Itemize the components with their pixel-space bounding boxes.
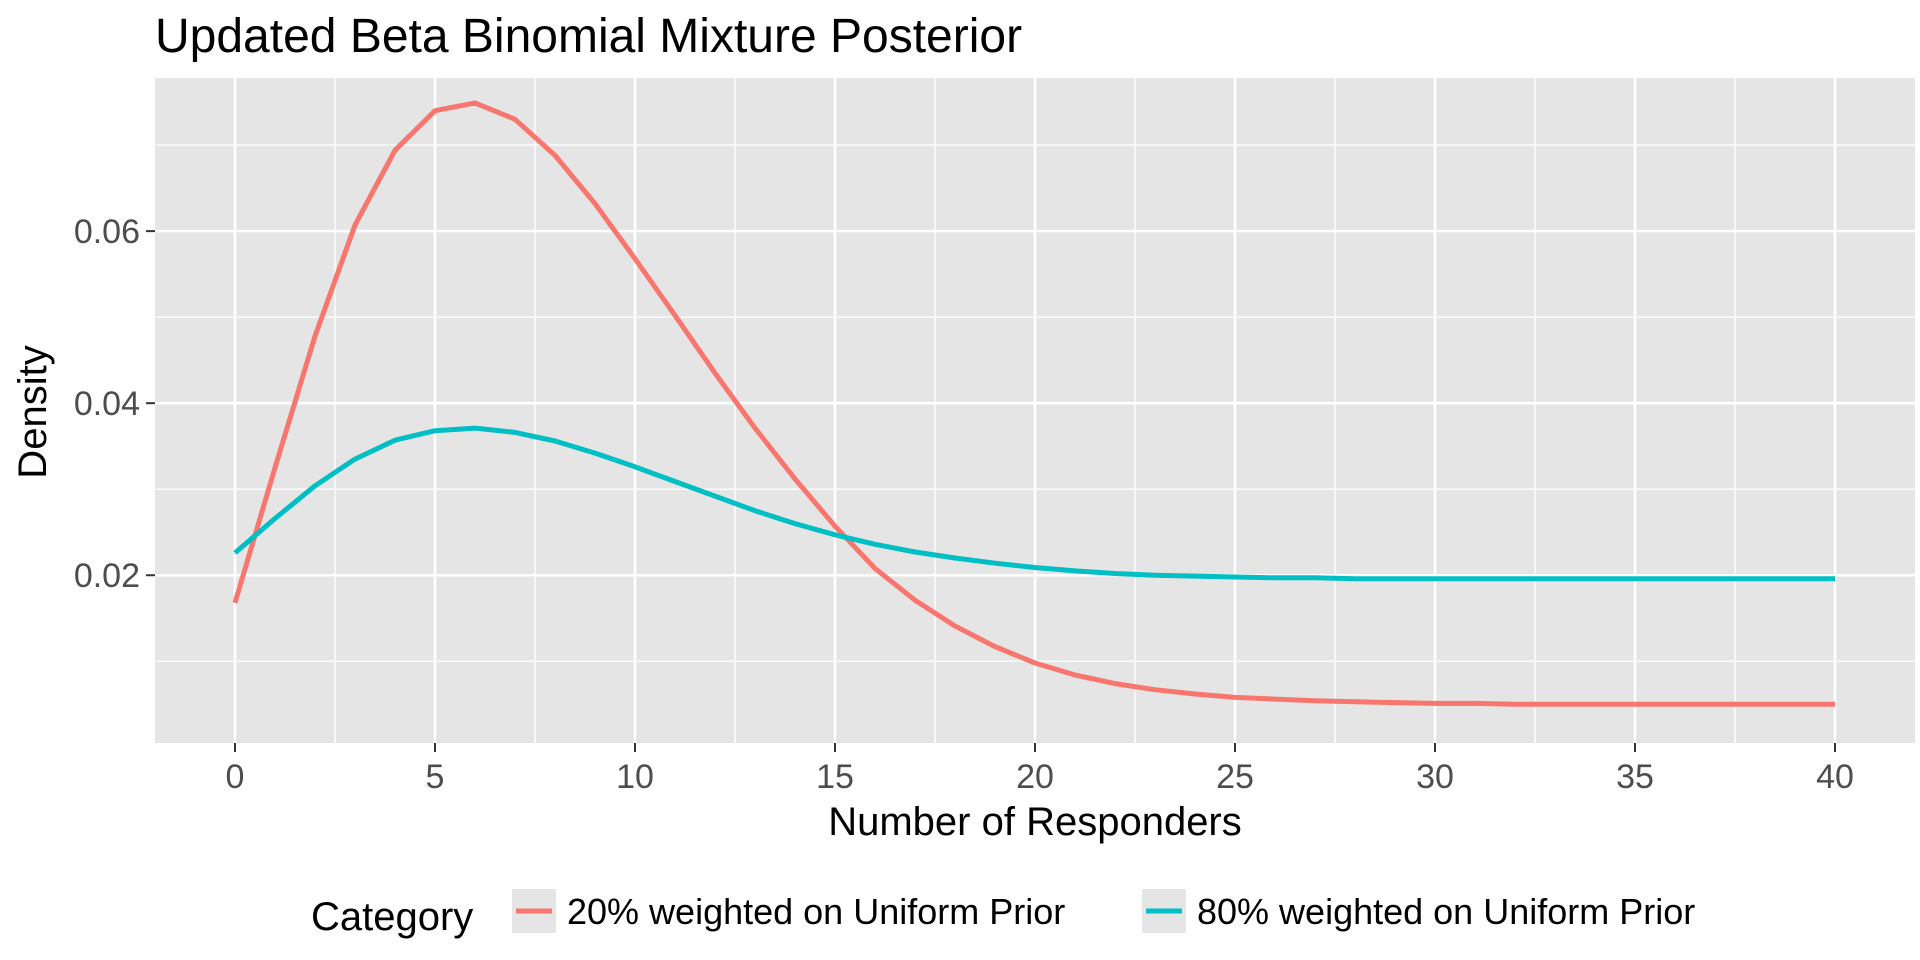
y-axis-title: Density xyxy=(11,345,55,478)
x-tick-label: 10 xyxy=(616,758,654,796)
x-tick-label: 25 xyxy=(1216,758,1254,796)
x-tick-label: 20 xyxy=(1016,758,1054,796)
x-tick-label: 0 xyxy=(226,758,245,796)
chart-title: Updated Beta Binomial Mixture Posterior xyxy=(155,10,1022,63)
y-tick-label: 0.02 xyxy=(74,557,140,595)
x-tick-label: 40 xyxy=(1816,758,1854,796)
y-tick-label: 0.04 xyxy=(74,385,140,423)
x-tick-label: 35 xyxy=(1616,758,1654,796)
series-line-2 xyxy=(233,425,1835,582)
legend-label: 80% weighted on Uniform Prior xyxy=(1197,891,1695,932)
x-axis: 0 5 10 15 20 25 30 35 40 xyxy=(226,743,1854,796)
x-tick-label: 30 xyxy=(1416,758,1454,796)
legend-title: Category xyxy=(311,895,473,939)
x-tick-label: 5 xyxy=(426,758,445,796)
y-tick-label: 0.06 xyxy=(74,213,140,251)
legend-label: 20% weighted on Uniform Prior xyxy=(567,891,1065,932)
series-layer xyxy=(232,100,1835,707)
series-line-1 xyxy=(232,100,1835,707)
x-tick-label: 15 xyxy=(816,758,854,796)
y-axis: 0.02 0.04 0.06 xyxy=(74,213,155,595)
legend: Category 20% weighted on Uniform Prior 80… xyxy=(311,889,1695,939)
x-axis-title: Number of Responders xyxy=(828,800,1242,844)
grid-lines xyxy=(155,78,1915,743)
